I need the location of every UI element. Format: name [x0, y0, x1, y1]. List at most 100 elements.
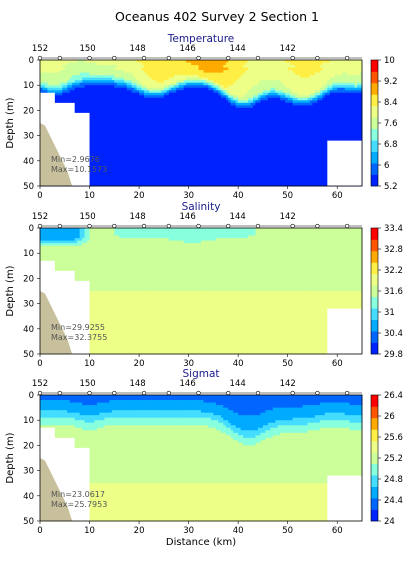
station-marker	[141, 390, 147, 396]
field-cell	[302, 483, 306, 522]
field-cell	[317, 90, 321, 94]
top-tick-label: 146	[180, 44, 196, 54]
field-cell	[305, 405, 308, 419]
field-cell	[255, 483, 259, 522]
field-cell	[42, 90, 46, 94]
field-cell	[67, 395, 71, 401]
field-cell	[344, 72, 348, 84]
field-cell	[357, 415, 360, 424]
field-cell	[74, 412, 78, 421]
field-cell	[52, 85, 56, 89]
field-cell	[156, 238, 160, 292]
field-cell	[334, 92, 338, 187]
field-cell	[67, 87, 71, 94]
field-cell	[329, 85, 333, 89]
field-cell	[111, 291, 115, 355]
station-marker	[87, 55, 92, 61]
field-cell	[158, 228, 162, 239]
field-cell	[92, 77, 95, 81]
field-cell	[67, 62, 71, 81]
y-tick-label: 20	[23, 441, 34, 451]
field-cell	[275, 95, 279, 99]
field-cell	[334, 228, 338, 292]
field-cell	[126, 87, 130, 91]
field-cell	[248, 291, 251, 355]
field-cell	[322, 228, 326, 292]
field-cell	[201, 400, 204, 414]
field-cell	[307, 100, 311, 104]
field-cell	[57, 240, 61, 244]
field-cell	[173, 291, 177, 355]
field-cell	[215, 430, 219, 484]
field-cell	[319, 67, 323, 71]
field-cell	[62, 87, 66, 91]
field-cell	[280, 60, 284, 84]
field-cell	[267, 97, 271, 187]
field-cell	[196, 400, 199, 411]
field-cell	[260, 412, 264, 429]
field-cell	[146, 95, 150, 99]
field-cell	[255, 85, 259, 96]
field-cell	[210, 60, 214, 73]
field-cell	[233, 291, 237, 355]
field-cell	[238, 228, 242, 239]
field-cell	[94, 483, 98, 522]
field-cell	[74, 228, 78, 239]
field-cell	[215, 60, 219, 73]
field-cell	[161, 92, 165, 96]
field-cell	[327, 412, 331, 421]
field-cell	[183, 243, 187, 292]
field-cell	[280, 432, 284, 484]
field-cell	[282, 420, 286, 426]
colorbar-swatch	[371, 296, 378, 309]
field-cell	[357, 430, 360, 484]
field-cell	[277, 435, 281, 484]
field-cell	[248, 105, 251, 109]
field-cell	[287, 67, 291, 71]
field-cell	[290, 102, 294, 187]
field-cell	[272, 60, 276, 81]
field-cell	[267, 60, 271, 81]
field-cell	[153, 92, 157, 96]
stat-label: Min=2.9676	[51, 155, 100, 164]
field-cell	[201, 417, 204, 426]
field-cell	[146, 228, 150, 239]
field-cell	[64, 410, 68, 419]
field-cell	[329, 402, 333, 414]
field-cell	[153, 417, 157, 426]
field-cell	[337, 75, 341, 84]
field-cell	[134, 92, 137, 187]
field-cell	[64, 90, 68, 94]
field-cell	[292, 72, 296, 94]
field-cell	[67, 82, 71, 86]
field-cell	[223, 432, 227, 484]
field-cell	[77, 82, 81, 86]
field-cell	[213, 72, 217, 84]
field-cell	[176, 395, 180, 401]
field-cell	[163, 85, 167, 89]
field-cell	[146, 75, 150, 89]
field-cell	[161, 400, 165, 411]
field-cell	[297, 483, 301, 522]
field-cell	[168, 483, 172, 522]
field-cell	[178, 87, 182, 91]
field-cell	[230, 97, 234, 101]
field-cell	[201, 80, 204, 84]
field-cell	[210, 412, 214, 421]
field-cell	[121, 87, 125, 187]
field-cell	[188, 80, 192, 84]
field-cell	[270, 97, 274, 187]
field-cell	[270, 410, 274, 424]
field-cell	[329, 92, 333, 187]
field-cell	[191, 60, 194, 66]
field-cell	[89, 82, 93, 86]
field-cell	[151, 425, 155, 484]
field-cell	[146, 238, 150, 292]
field-cell	[292, 425, 296, 434]
field-cell	[250, 291, 254, 355]
field-cell	[62, 228, 66, 241]
field-cell	[248, 430, 251, 439]
field-cell	[74, 62, 78, 76]
field-cell	[96, 82, 100, 86]
